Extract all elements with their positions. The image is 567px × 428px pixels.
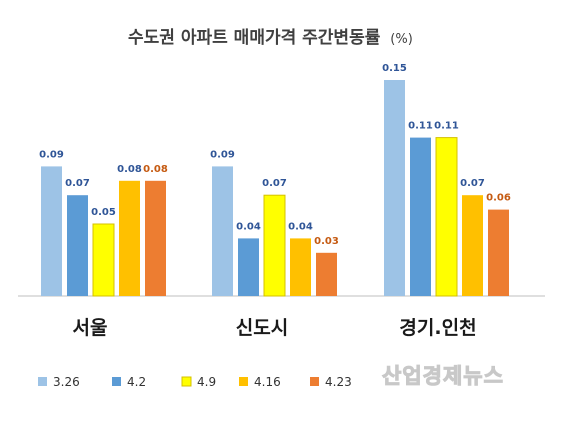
bar-4-9-1: [263, 194, 286, 297]
legend-label: 4.16: [254, 375, 281, 389]
value-label: 0.04: [288, 221, 313, 232]
value-label: 0.07: [262, 178, 287, 189]
bar-4-9-2: [435, 137, 458, 297]
bar-4-23-0: [145, 180, 166, 296]
bar-4-2-1: [238, 238, 259, 296]
legend-swatch: [38, 377, 47, 386]
category-label: 경기.인천: [399, 317, 476, 339]
chart-title-unit: (%): [390, 32, 413, 47]
bar-4-16-0: [119, 180, 140, 296]
bar-4-16-2: [462, 195, 483, 296]
category-label: 신도시: [236, 317, 288, 339]
bars-layer: [41, 80, 509, 297]
bar-4-23-2: [488, 209, 509, 296]
legend-swatch: [112, 377, 121, 386]
bar-3-26-0: [41, 166, 62, 296]
value-label: 0.06: [486, 193, 511, 204]
value-label: 0.08: [117, 164, 142, 175]
legend: 3.26 4.2 4.9 4.16 4.23: [38, 375, 352, 389]
legend-swatch: [239, 377, 248, 386]
legend-label: 4.9: [197, 375, 216, 389]
value-label: 0.03: [314, 236, 339, 247]
value-label: 0.11: [434, 121, 459, 132]
chart-title: 수도권 아파트 매매가격 주간변동률 (%): [128, 28, 413, 48]
bar-4-16-1: [290, 238, 311, 296]
value-label: 0.07: [460, 178, 485, 189]
bar-4-2-0: [67, 195, 88, 296]
bar-4-9-0: [92, 223, 115, 297]
legend-label: 3.26: [53, 375, 80, 389]
value-label: 0.15: [382, 63, 407, 74]
bar-4-2-2: [410, 137, 431, 296]
bar-3-26-1: [212, 166, 233, 296]
legend-swatch: [310, 377, 319, 386]
value-label: 0.08: [143, 164, 168, 175]
bar-4-23-1: [316, 252, 337, 296]
legend-label: 4.2: [127, 375, 146, 389]
bar-3-26-2: [384, 80, 405, 296]
legend-label: 4.23: [325, 375, 352, 389]
value-label: 0.11: [408, 121, 433, 132]
chart-title-text: 수도권 아파트 매매가격 주간변동률: [128, 28, 381, 48]
value-label: 0.07: [65, 178, 90, 189]
value-label: 0.09: [210, 149, 235, 160]
value-label: 0.05: [91, 207, 116, 218]
value-label: 0.04: [236, 221, 261, 232]
value-label: 0.09: [39, 149, 64, 160]
category-labels-layer: 서울 신도시 경기.인천: [73, 317, 477, 339]
watermark: 산업경제뉴스: [382, 364, 504, 388]
legend-swatch: [181, 376, 192, 387]
value-labels-layer: 0.09 0.09 0.15 0.07 0.04 0.11 0.05 0.07 0.11 0.08…: [39, 63, 511, 247]
category-label: 서울: [73, 317, 108, 339]
